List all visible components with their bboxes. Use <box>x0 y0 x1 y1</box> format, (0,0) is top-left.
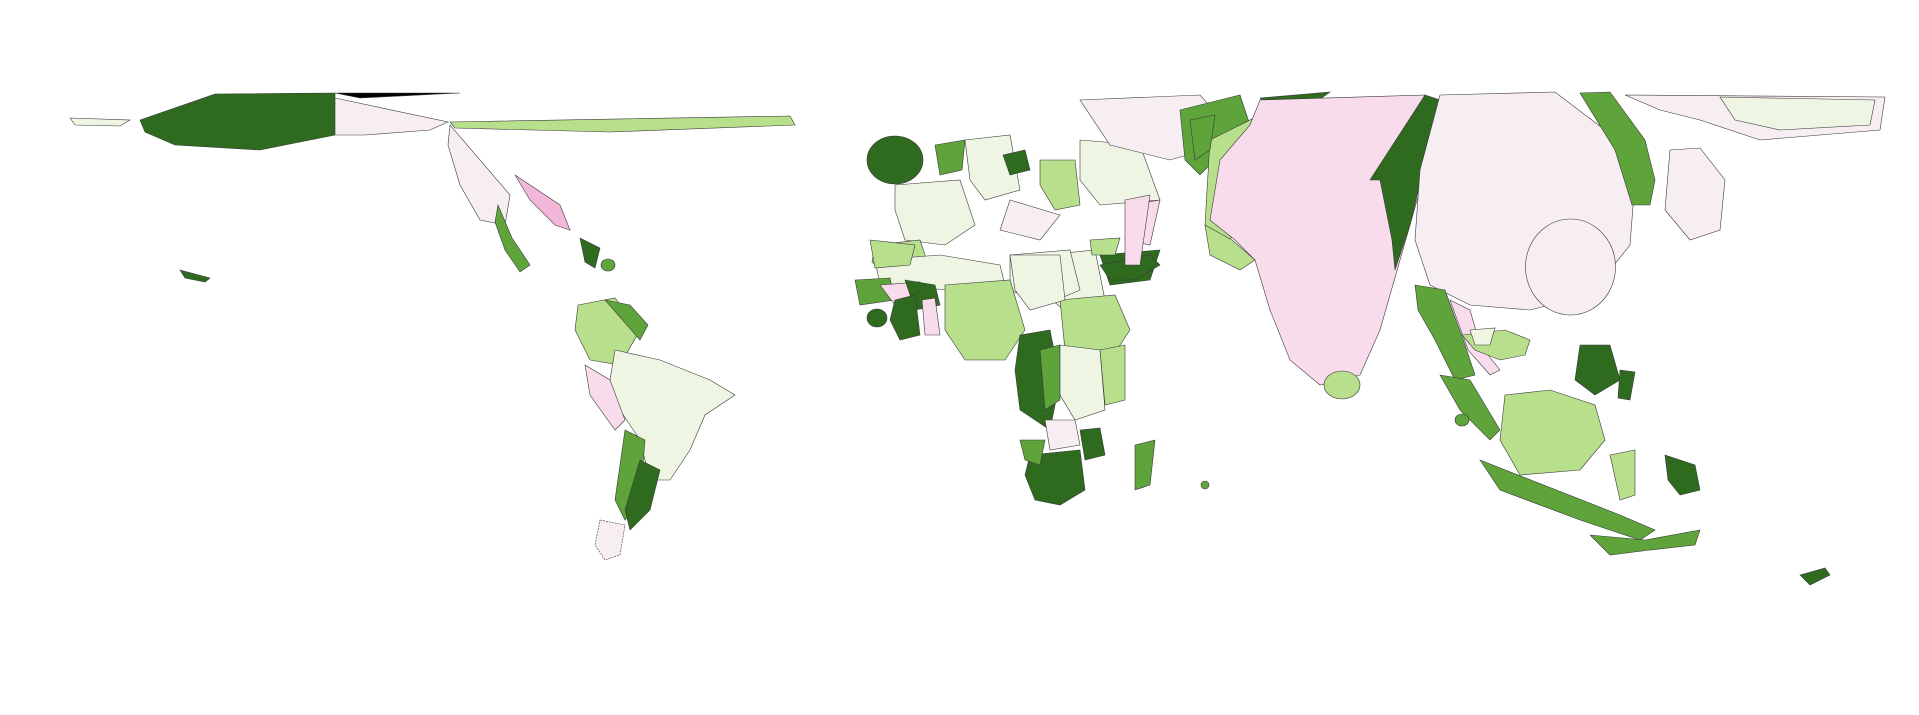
region-france <box>894 179 976 246</box>
region-ghana <box>866 308 888 328</box>
region-myanmar <box>1414 284 1476 381</box>
region-far-east <box>1719 96 1876 131</box>
region-caucasus <box>1089 237 1121 256</box>
region-japan <box>1664 147 1726 241</box>
region-venezuela <box>604 299 649 341</box>
region-mauritius <box>1200 480 1210 490</box>
region-sudan <box>1009 254 1066 311</box>
region-east-horn <box>1099 254 1161 281</box>
region-cameroon <box>921 297 941 336</box>
region-malaysia <box>1439 374 1501 441</box>
region-usa <box>447 124 511 226</box>
region-india <box>1209 94 1426 386</box>
region-timor <box>1589 529 1701 556</box>
region-philippines-ring <box>1525 218 1616 316</box>
region-canada-arctic <box>334 92 461 99</box>
region-tanzania <box>1059 344 1106 421</box>
region-laos <box>1469 327 1496 346</box>
region-greenland-line <box>69 117 132 127</box>
region-argentina <box>624 459 661 531</box>
region-indonesia-east <box>1609 449 1636 501</box>
region-germany <box>964 134 1021 201</box>
region-zambia <box>1044 419 1081 451</box>
region-korea <box>1579 91 1656 206</box>
region-sri-lanka <box>1323 370 1361 400</box>
region-chad <box>944 279 1026 361</box>
region-afghanistan <box>1189 114 1216 161</box>
region-ethiopia <box>1059 294 1131 361</box>
region-mexico <box>494 203 531 273</box>
region-singapore <box>1454 413 1470 427</box>
region-pacific-island <box>179 269 211 283</box>
region-mozambique <box>1079 427 1106 461</box>
region-new-zealand <box>1799 567 1831 586</box>
region-nigeria <box>889 294 921 341</box>
region-canada-strip <box>449 115 796 133</box>
region-pakistan <box>1204 224 1256 271</box>
region-caribbean <box>579 237 601 269</box>
region-peru <box>584 364 626 431</box>
region-balkans <box>999 199 1061 241</box>
region-borneo <box>1499 389 1606 476</box>
region-morocco <box>869 239 916 269</box>
region-canada-west <box>334 97 449 136</box>
region-patagonia <box>594 519 626 561</box>
region-papua <box>1664 454 1701 496</box>
region-central-america <box>514 174 571 231</box>
region-kenya <box>1099 344 1126 406</box>
region-philippines <box>1574 344 1621 396</box>
region-somalia <box>1124 194 1151 266</box>
region-philippines-b <box>1617 369 1636 401</box>
region-italy <box>1039 159 1081 211</box>
region-alaska <box>139 92 336 151</box>
region-madagascar <box>1134 439 1156 491</box>
region-poland <box>1002 149 1031 176</box>
region-cuba <box>600 258 616 272</box>
region-uk <box>866 135 924 185</box>
region-angola <box>1039 344 1061 411</box>
region-namibia <box>1019 439 1046 466</box>
region-scandinavia <box>934 139 966 176</box>
